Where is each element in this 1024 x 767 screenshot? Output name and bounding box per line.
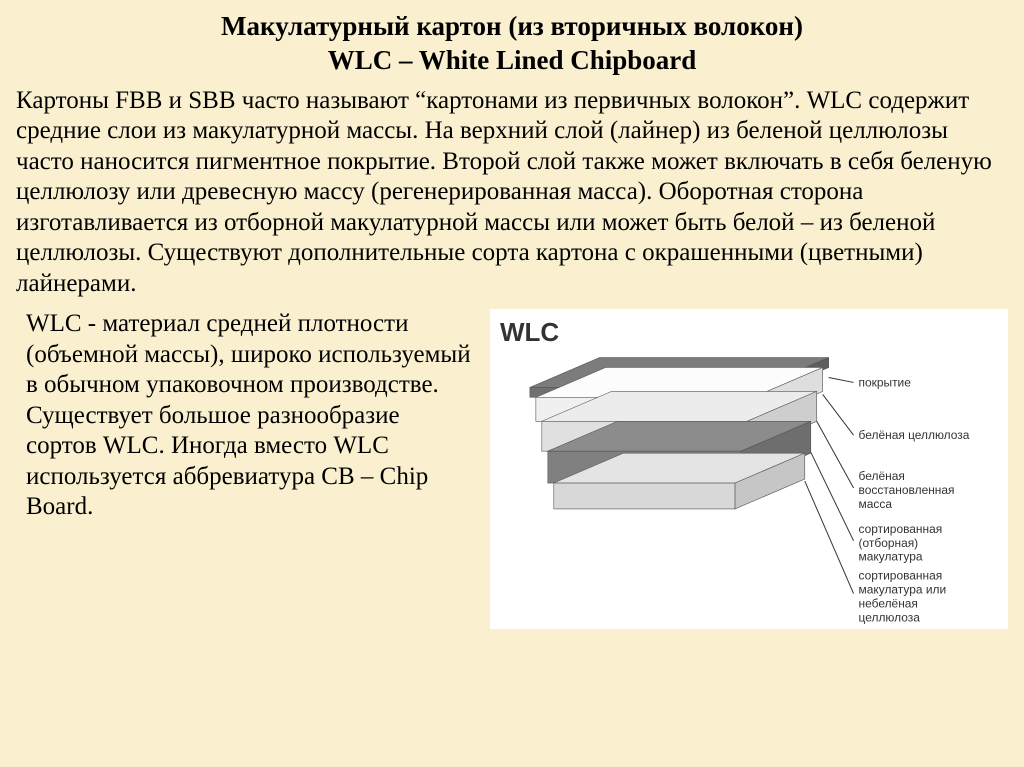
lower-section: WLC - материал средней плотности (объемн…: [16, 309, 1008, 629]
svg-text:белёная целлюлоза: белёная целлюлоза: [859, 428, 970, 442]
diagram-title: WLC: [500, 317, 998, 348]
title-line-2: WLC – White Lined Chipboard: [328, 45, 697, 75]
svg-text:(отборная): (отборная): [859, 536, 919, 550]
title-line-1: Макулатурный картон (из вторичных волоко…: [221, 11, 803, 41]
svg-text:целлюлоза: целлюлоза: [859, 610, 921, 624]
svg-text:белёная: белёная: [859, 469, 905, 483]
main-paragraph: Картоны FBB и SBB часто называют “картон…: [16, 86, 1008, 300]
svg-text:небелёная: небелёная: [859, 597, 918, 611]
svg-text:сортированная: сортированная: [859, 569, 943, 583]
layer-labels: покрытие белёная целлюлоза белёнаявосстано…: [805, 375, 970, 624]
svg-text:макулатура или: макулатура или: [859, 583, 947, 597]
lower-paragraph: WLC - материал средней плотности (объемн…: [16, 309, 476, 629]
svg-text:макулатура: макулатура: [859, 550, 923, 564]
svg-text:масса: масса: [859, 497, 893, 511]
svg-text:сортированная: сортированная: [859, 522, 943, 536]
layer-stack: [530, 358, 829, 509]
slide-title: Макулатурный картон (из вторичных волоко…: [16, 10, 1008, 78]
wlc-diagram: WLC покрытие белёная целлюлоза белёнаявосс…: [490, 309, 1008, 629]
svg-text:восстановленная: восстановленная: [859, 483, 955, 497]
diagram-svg: покрытие белёная целлюлоза белёнаявосстано…: [500, 352, 998, 632]
svg-text:покрытие: покрытие: [859, 375, 912, 389]
